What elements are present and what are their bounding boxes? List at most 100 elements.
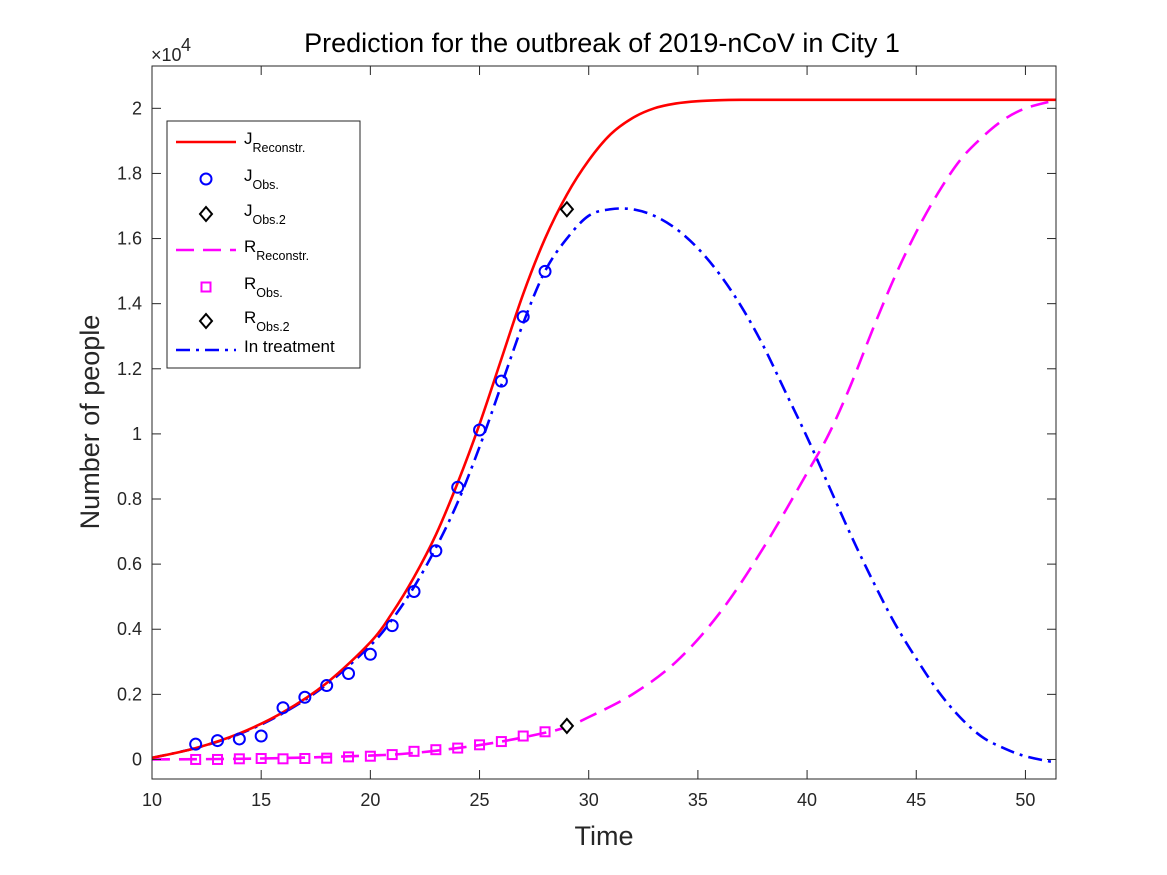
legend-label-main: J <box>244 201 253 220</box>
legend-item: JReconstr. <box>176 129 305 155</box>
data-point-r-obs <box>474 739 486 751</box>
data-point-r-obs <box>299 752 311 764</box>
data-point-j-obs <box>320 679 334 693</box>
legend: JReconstr.JObs.JObs.2RReconstr.RObs.RObs… <box>166 120 361 369</box>
x-tick-label: 45 <box>906 790 926 810</box>
data-point-r-obs <box>408 745 420 757</box>
data-point-j-obs <box>516 310 530 324</box>
legend-swatch <box>198 205 214 223</box>
data-point-j-obs <box>211 734 225 748</box>
legend-label-main: R <box>244 237 256 256</box>
y-tick-label: 1 <box>132 424 142 444</box>
legend-swatch <box>198 312 214 330</box>
legend-item: JObs.2 <box>198 201 286 227</box>
legend-box <box>166 120 361 369</box>
legend-label-main: R <box>244 274 256 293</box>
legend-label: JReconstr. <box>244 129 305 155</box>
x-tick-label: 20 <box>360 790 380 810</box>
y-tick-label: 0.8 <box>117 489 142 509</box>
legend-item: JObs. <box>199 166 279 192</box>
y-tick-label: 1.6 <box>117 229 142 249</box>
data-point-j-obs <box>232 732 246 746</box>
data-point-j-obs-2 <box>559 200 575 218</box>
y-tick-label: 1.2 <box>117 359 142 379</box>
data-point-r-obs <box>364 750 376 762</box>
chart-title: Prediction for the outbreak of 2019-nCoV… <box>304 28 900 58</box>
x-tick-label: 50 <box>1015 790 1035 810</box>
y-tick-label: 1.4 <box>117 294 142 314</box>
y-tick-label: 0.6 <box>117 554 142 574</box>
data-point-r-obs-2 <box>559 717 575 735</box>
data-point-r-obs <box>233 753 245 765</box>
data-point-j-obs <box>385 619 399 633</box>
series-line-j-reconstr <box>151 98 1056 760</box>
y-multiplier-exponent: 4 <box>181 35 191 55</box>
data-point-r-obs <box>386 749 398 761</box>
data-point-r-obs <box>452 742 464 754</box>
legend-label: In treatment <box>244 337 335 356</box>
data-point-j-obs <box>494 374 508 388</box>
legend-label: RObs.2 <box>244 308 290 334</box>
data-point-r-obs <box>277 753 289 765</box>
legend-label: JObs. <box>244 166 279 192</box>
data-point-j-obs <box>429 544 443 558</box>
legend-label-subscript: Obs.2 <box>256 320 289 334</box>
y-axis-label: Number of people <box>75 315 105 530</box>
legend-label: JObs.2 <box>244 201 286 227</box>
legend-label-main: R <box>244 308 256 327</box>
y-tick-label: 1.8 <box>117 163 142 183</box>
y-multiplier: ×10 4 <box>151 35 191 65</box>
legend-label-subscript: Obs. <box>253 178 279 192</box>
legend-label-subscript: Reconstr. <box>253 141 306 155</box>
legend-label-main: J <box>244 166 253 185</box>
legend-item: In treatment <box>176 337 335 356</box>
data-point-j-obs <box>189 737 203 751</box>
y-tick-label: 0 <box>132 749 142 769</box>
legend-swatch <box>200 281 212 293</box>
data-point-r-obs <box>212 753 224 765</box>
legend-item: RObs. <box>200 274 283 300</box>
x-tick-label: 10 <box>142 790 162 810</box>
data-point-r-obs <box>495 736 507 748</box>
y-tick-label: 2 <box>132 98 142 118</box>
x-axis-label: Time <box>575 821 634 851</box>
legend-label-main: In treatment <box>244 337 335 356</box>
data-point-j-obs <box>538 264 552 278</box>
legend-item: RObs.2 <box>198 308 290 334</box>
legend-label: RObs. <box>244 274 283 300</box>
legend-label-subscript: Reconstr. <box>256 249 309 263</box>
data-point-j-obs <box>407 584 421 598</box>
data-point-j-obs <box>276 701 290 715</box>
legend-label-subscript: Obs.2 <box>253 213 286 227</box>
x-tick-label: 35 <box>688 790 708 810</box>
data-point-j-obs <box>342 667 356 681</box>
y-multiplier-base: ×10 <box>151 45 182 65</box>
x-tick-label: 40 <box>797 790 817 810</box>
y-tick-label: 0.4 <box>117 619 142 639</box>
data-point-j-obs <box>451 480 465 494</box>
series-layer <box>151 98 1057 765</box>
data-point-j-obs <box>254 729 268 743</box>
x-tick-label: 15 <box>251 790 271 810</box>
data-point-r-obs <box>321 752 333 764</box>
data-point-r-obs <box>255 752 267 764</box>
data-point-r-obs <box>517 730 529 742</box>
legend-swatch <box>199 172 213 186</box>
data-point-j-obs <box>363 647 377 661</box>
tick-layer: 10 15 20 25 30 35 40 45 50 0 0.2 0.4 0.6 0.8 1 1.2 1.4 1.… <box>117 66 1056 810</box>
x-tick-label: 30 <box>579 790 599 810</box>
axes-box <box>151 65 1057 780</box>
y-tick-label: 0.2 <box>117 684 142 704</box>
legend-label-subscript: Obs. <box>256 286 282 300</box>
data-point-r-obs <box>343 751 355 763</box>
data-point-r-obs <box>539 726 551 738</box>
data-point-r-obs <box>430 744 442 756</box>
legend-item: RReconstr. <box>176 237 309 263</box>
data-point-r-obs <box>190 753 202 765</box>
data-point-j-obs <box>473 423 487 437</box>
data-point-j-obs <box>298 690 312 704</box>
legend-label-main: J <box>244 129 253 148</box>
legend-label: RReconstr. <box>244 237 309 263</box>
x-tick-label: 25 <box>470 790 490 810</box>
